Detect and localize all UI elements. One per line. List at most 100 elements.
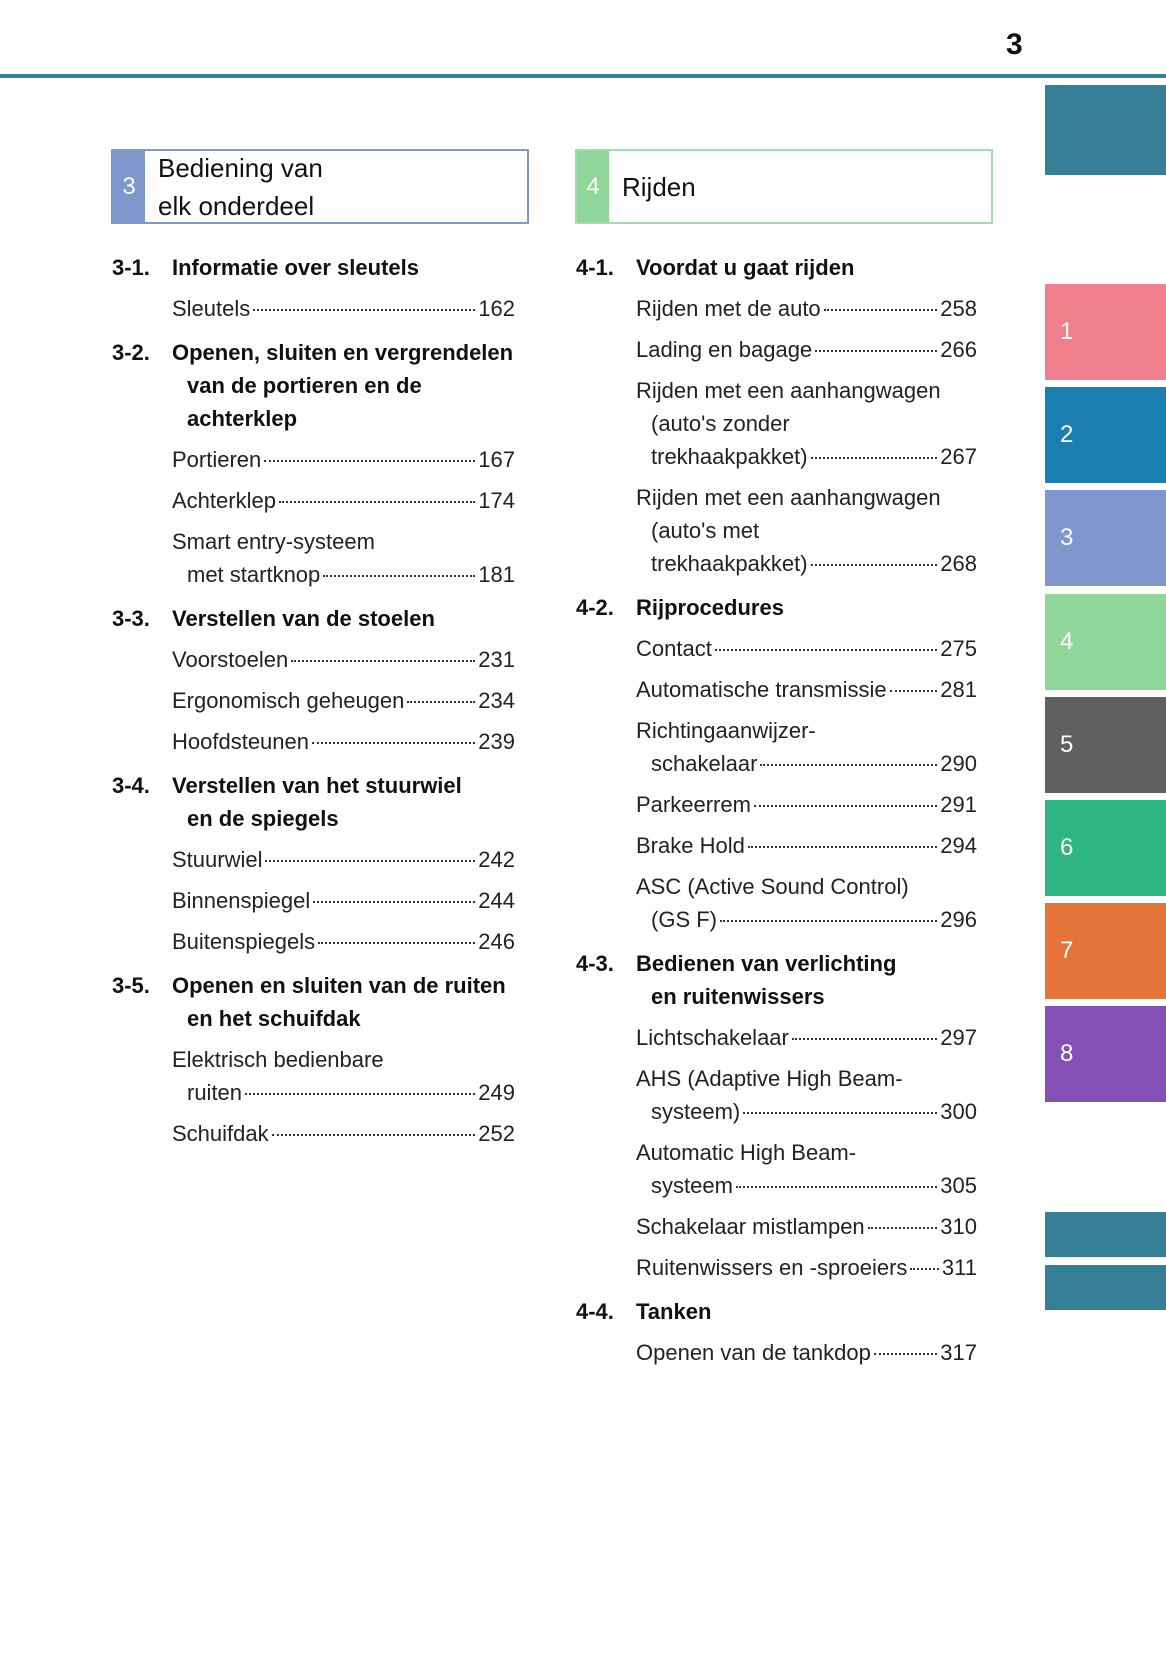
page-ref[interactable]: 244 bbox=[478, 888, 515, 913]
entry-text: Rijden met een aanhangwagen bbox=[636, 378, 941, 403]
chapter-3-contents: 3-1. Informatie over sleutels Sleutels 162 3… bbox=[112, 251, 515, 1150]
page-ref[interactable]: 246 bbox=[478, 929, 515, 954]
tab-label: 1 bbox=[1060, 318, 1074, 345]
page-ref[interactable]: 281 bbox=[940, 677, 977, 702]
page-ref[interactable]: 297 bbox=[940, 1025, 977, 1050]
entry-line: Portieren 167 bbox=[172, 443, 515, 476]
toc-entry[interactable]: Ergonomisch geheugen 234 bbox=[172, 684, 515, 717]
page-ref[interactable]: 300 bbox=[940, 1099, 977, 1124]
toc-entry[interactable]: Rijden met een aanhangwagen (auto's met tr… bbox=[636, 481, 977, 580]
entry-text: Achterklep bbox=[172, 488, 276, 513]
toc-entry[interactable]: Parkeerrem 291 bbox=[636, 788, 977, 821]
page-ref[interactable]: 311 bbox=[941, 1255, 977, 1280]
section-number: 3-5. bbox=[112, 973, 150, 998]
entry-text: Ruitenwissers en -sproeiers bbox=[636, 1255, 908, 1280]
toc-entry[interactable]: Contact 275 bbox=[636, 632, 977, 665]
section-title: Tanken bbox=[636, 1295, 711, 1328]
page-ref[interactable]: 167 bbox=[478, 447, 515, 472]
entry-text: Ergonomisch geheugen bbox=[172, 688, 405, 713]
page-ref[interactable]: 249 bbox=[478, 1080, 515, 1105]
tab-chapter-2[interactable]: 2 bbox=[1045, 387, 1166, 484]
entry-line: Schuifdak 252 bbox=[172, 1117, 515, 1150]
toc-entry[interactable]: Automatic High Beam-systeem 305 bbox=[636, 1136, 977, 1202]
toc-entry[interactable]: Rijden met de auto 258 bbox=[636, 292, 977, 325]
toc-entry[interactable]: Smart entry-systeem met startknop 181 bbox=[172, 525, 515, 591]
toc-entry[interactable]: Portieren 167 bbox=[172, 443, 515, 476]
toc-entry[interactable]: Voorstoelen 231 bbox=[172, 643, 515, 676]
toc-entry[interactable]: Buitenspiegels 246 bbox=[172, 925, 515, 958]
toc-entry[interactable]: Brake Hold 294 bbox=[636, 829, 977, 862]
page-ref[interactable]: 310 bbox=[940, 1214, 977, 1239]
toc-entry[interactable]: Richtingaanwijzer-schakelaar 290 bbox=[636, 714, 977, 780]
toc-entry[interactable]: Hoofdsteunen 239 bbox=[172, 725, 515, 758]
tab-bottom-1[interactable] bbox=[1045, 1212, 1166, 1257]
toc-entry[interactable]: Elektrisch bedienbare ruiten 249 bbox=[172, 1043, 515, 1109]
tab-chapter-8[interactable]: 8 bbox=[1045, 1006, 1166, 1103]
tab-top[interactable] bbox=[1045, 85, 1166, 175]
toc-entry[interactable]: Automatische transmissie 281 bbox=[636, 673, 977, 706]
entry-text: schakelaar bbox=[651, 751, 758, 776]
entry-text: systeem) bbox=[651, 1099, 741, 1124]
leader-dots bbox=[873, 1353, 938, 1355]
entry-text: (GS F) bbox=[651, 907, 717, 932]
entry-text: Parkeerrem bbox=[636, 792, 751, 817]
toc-entry[interactable]: Schakelaar mistlampen 310 bbox=[636, 1210, 977, 1243]
leader-dots bbox=[823, 309, 938, 311]
toc-entry[interactable]: Openen van de tankdop 317 bbox=[636, 1336, 977, 1369]
tab-chapter-6[interactable]: 6 bbox=[1045, 800, 1166, 896]
page-ref[interactable]: 317 bbox=[940, 1340, 977, 1365]
page-ref[interactable]: 252 bbox=[478, 1121, 515, 1146]
tab-chapter-3[interactable]: 3 bbox=[1045, 490, 1166, 587]
page-ref[interactable]: 267 bbox=[940, 444, 977, 469]
entry-text: Rijden met een aanhangwagen bbox=[636, 485, 941, 510]
section-title: Informatie over sleutels bbox=[172, 251, 419, 284]
page-ref[interactable]: 290 bbox=[940, 751, 977, 776]
toc-entry[interactable]: Stuurwiel 242 bbox=[172, 843, 515, 876]
section-title-line: Informatie over sleutels bbox=[172, 255, 419, 280]
tab-label: 4 bbox=[1060, 627, 1074, 655]
leader-dots bbox=[720, 920, 938, 922]
tab-chapter-4[interactable]: 4 bbox=[1045, 593, 1166, 690]
page-ref[interactable]: 258 bbox=[940, 296, 977, 321]
entry-text: Smart entry-systeem bbox=[172, 529, 375, 554]
page-ref[interactable]: 291 bbox=[940, 792, 977, 817]
toc-entry[interactable]: Lading en bagage 266 bbox=[636, 333, 977, 366]
toc-entry[interactable]: Achterklep 174 bbox=[172, 484, 515, 517]
toc-entry[interactable]: Rijden met een aanhangwagen (auto's zonde… bbox=[636, 374, 977, 473]
section-heading: 3-4. Verstellen van het stuurwiel en de sp… bbox=[112, 769, 515, 835]
page-ref[interactable]: 266 bbox=[940, 337, 977, 362]
tab-chapter-5[interactable]: 5 bbox=[1045, 696, 1166, 793]
page-ref[interactable]: 162 bbox=[478, 296, 515, 321]
page-ref[interactable]: 181 bbox=[478, 562, 515, 587]
entry-text: Sleutels bbox=[172, 296, 251, 321]
tab-chapter-1[interactable]: 1 bbox=[1045, 284, 1166, 380]
tab-bottom-2[interactable] bbox=[1045, 1265, 1166, 1310]
page-ref[interactable]: 305 bbox=[940, 1173, 977, 1198]
page-ref[interactable]: 275 bbox=[940, 636, 977, 661]
section-heading: 4-2. Rijprocedures bbox=[576, 591, 977, 624]
page-ref[interactable]: 231 bbox=[478, 647, 515, 672]
page-ref[interactable]: 234 bbox=[478, 688, 515, 713]
toc-entry[interactable]: Sleutels 162 bbox=[172, 292, 515, 325]
page-ref[interactable]: 242 bbox=[478, 847, 515, 872]
entry-line: met startknop 181 bbox=[172, 558, 515, 591]
toc-entry[interactable]: Schuifdak 252 bbox=[172, 1117, 515, 1150]
toc-entry[interactable]: AHS (Adaptive High Beam-systeem) 300 bbox=[636, 1062, 977, 1128]
section-title-line: Tanken bbox=[636, 1299, 712, 1324]
page-ref[interactable]: 294 bbox=[940, 833, 977, 858]
toc-entry[interactable]: Binnenspiegel 244 bbox=[172, 884, 515, 917]
page-ref[interactable]: 296 bbox=[940, 907, 977, 932]
toc-entry[interactable]: ASC (Active Sound Control) (GS F) 296 bbox=[636, 870, 977, 936]
page-ref[interactable]: 239 bbox=[478, 729, 515, 754]
tab-chapter-7[interactable]: 7 bbox=[1045, 903, 1166, 1000]
page-ref[interactable]: 268 bbox=[940, 551, 977, 576]
entry-line: Rijden met een aanhangwagen bbox=[636, 481, 977, 514]
entry-text: (auto's met bbox=[651, 518, 760, 543]
entry-text: Voorstoelen bbox=[172, 647, 289, 672]
toc-entry[interactable]: Ruitenwissers en -sproeiers 311 bbox=[636, 1251, 977, 1284]
entry-line: Schakelaar mistlampen 310 bbox=[636, 1210, 977, 1243]
toc-entry[interactable]: Lichtschakelaar 297 bbox=[636, 1021, 977, 1054]
entry-line: Parkeerrem 291 bbox=[636, 788, 977, 821]
page-number: 3 bbox=[1006, 28, 1023, 61]
page-ref[interactable]: 174 bbox=[478, 488, 515, 513]
